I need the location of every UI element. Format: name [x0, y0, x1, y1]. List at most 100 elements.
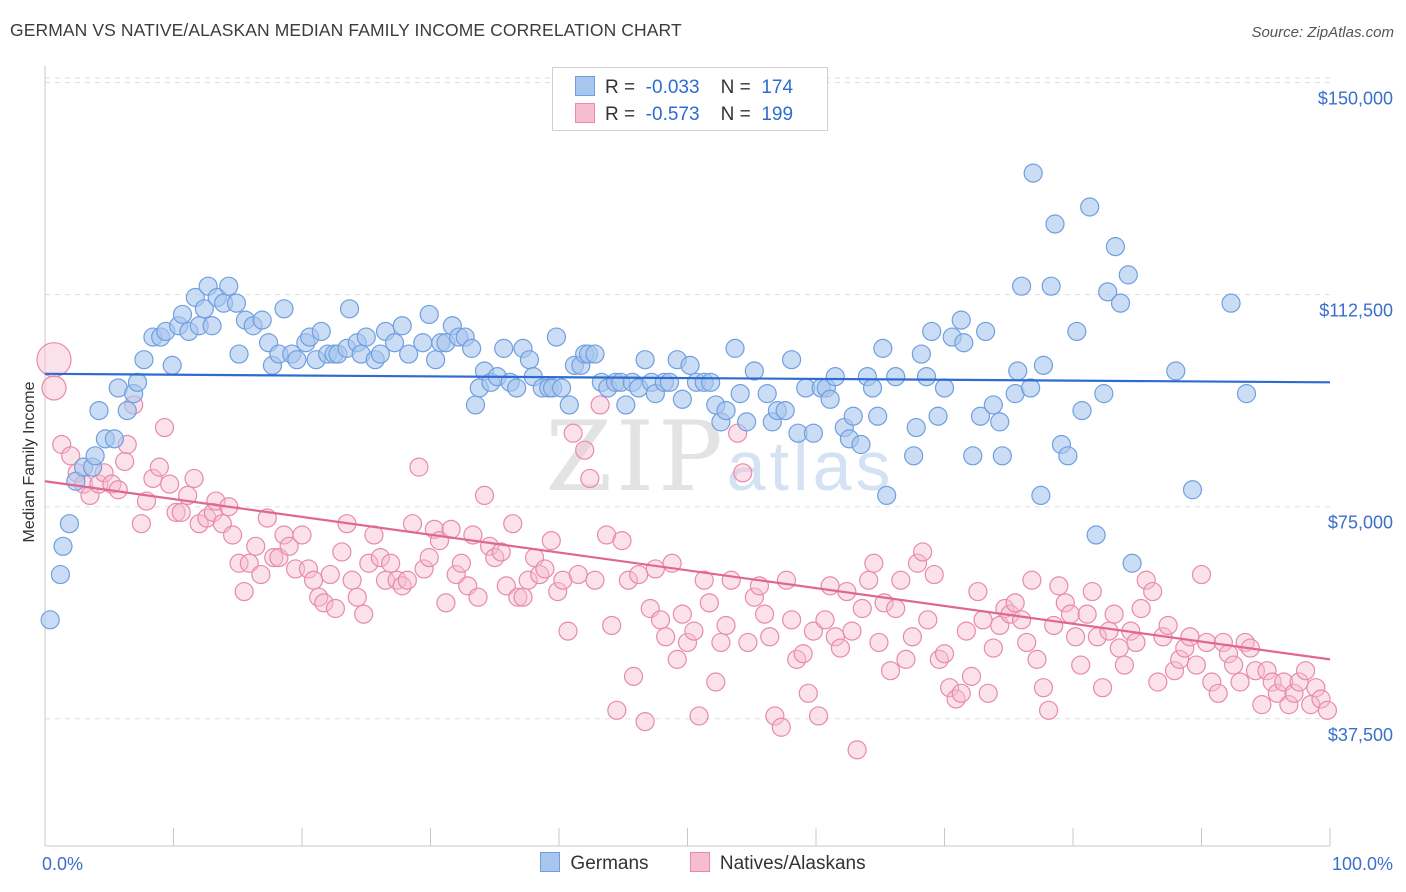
native-point	[956, 621, 976, 641]
native-point	[149, 457, 169, 477]
native-point	[1033, 678, 1054, 698]
german-point	[680, 355, 700, 375]
native-point	[830, 638, 851, 658]
native-point	[760, 627, 780, 647]
german-point	[843, 406, 863, 426]
native-point	[1262, 672, 1282, 692]
german-point	[1118, 265, 1138, 285]
native-point	[1104, 604, 1124, 624]
native-point	[558, 621, 578, 641]
german-point	[162, 355, 182, 375]
native-point	[623, 666, 644, 686]
native-point	[1317, 700, 1338, 720]
german-point	[1045, 214, 1065, 234]
german-point	[877, 485, 897, 506]
native-point	[1284, 683, 1304, 703]
german-point	[274, 299, 294, 319]
german-point	[127, 372, 148, 392]
german-point	[53, 536, 73, 556]
german-point	[963, 446, 983, 466]
native-point	[1022, 570, 1042, 590]
native-point	[491, 542, 511, 562]
german-point	[851, 434, 871, 455]
german-point	[559, 395, 579, 415]
native-point	[1148, 672, 1168, 692]
german-point	[928, 406, 948, 426]
natives-trend-line	[44, 480, 1331, 661]
native-point	[1109, 638, 1129, 658]
german-point	[426, 350, 446, 370]
german-point	[134, 350, 154, 370]
german-point	[886, 367, 906, 387]
german-point	[725, 338, 745, 358]
german-point	[916, 367, 937, 387]
native-point	[530, 564, 550, 585]
native-point	[303, 570, 324, 590]
native-point	[1038, 700, 1059, 720]
native-point	[902, 627, 922, 647]
german-point	[775, 400, 795, 421]
german-point	[992, 446, 1012, 466]
native-point	[929, 649, 949, 669]
german-point	[1086, 525, 1106, 545]
trend-lines	[44, 372, 1331, 661]
native-point	[1158, 615, 1178, 636]
native-point	[961, 666, 982, 686]
german-point	[399, 344, 419, 364]
german-point	[287, 350, 307, 370]
german-point	[194, 299, 214, 319]
german-point	[384, 333, 405, 353]
x-tick-label: 0.0%	[42, 854, 83, 874]
german-point	[976, 321, 996, 342]
native-point	[359, 553, 379, 573]
native-point	[1191, 564, 1212, 585]
native-point	[279, 536, 299, 556]
native-point	[332, 542, 352, 562]
native-point	[711, 632, 731, 653]
native-point	[1077, 604, 1097, 624]
german-point	[672, 389, 692, 409]
german-point	[551, 378, 572, 398]
native-point	[1065, 627, 1086, 647]
german-point	[954, 333, 974, 353]
native-point	[1005, 593, 1025, 613]
native-point	[320, 564, 340, 585]
native-point	[264, 548, 284, 568]
native-point	[496, 576, 516, 596]
german-point	[392, 316, 412, 336]
native-point	[677, 632, 698, 653]
native-point	[154, 417, 175, 438]
german-point	[356, 327, 376, 347]
legend-swatch-germans	[540, 852, 561, 872]
german-point	[659, 372, 680, 392]
native-point	[776, 570, 797, 590]
native-point	[535, 559, 555, 579]
native-point	[1011, 610, 1032, 630]
german-point	[922, 321, 942, 342]
german-point	[990, 412, 1010, 432]
native-point	[446, 564, 466, 585]
native-point	[667, 649, 687, 669]
native-point	[907, 553, 928, 573]
native-point	[474, 485, 495, 506]
native-point	[607, 700, 627, 720]
native-point	[171, 502, 191, 522]
legend-item-natives: Natives/Alaskans	[689, 852, 866, 875]
german-point	[1072, 400, 1092, 421]
stats-legend: R = -0.033 N = 174 R = -0.573 N = 199	[552, 67, 828, 131]
native-point	[869, 632, 889, 653]
legend-n-label: N =	[720, 77, 751, 98]
german-point	[757, 384, 777, 404]
y-tick-label: $112,500	[1319, 301, 1393, 321]
legend-r-value-germans: -0.033	[645, 77, 700, 98]
legend-item-germans: Germans	[540, 852, 649, 875]
native-point	[468, 587, 488, 607]
native-point	[1202, 672, 1222, 692]
german-point	[1020, 378, 1041, 398]
native-point	[1279, 695, 1299, 715]
native-point	[699, 593, 719, 613]
native-point	[370, 548, 390, 568]
axes	[44, 66, 1331, 847]
german-point	[585, 344, 605, 364]
native-point	[325, 598, 346, 619]
